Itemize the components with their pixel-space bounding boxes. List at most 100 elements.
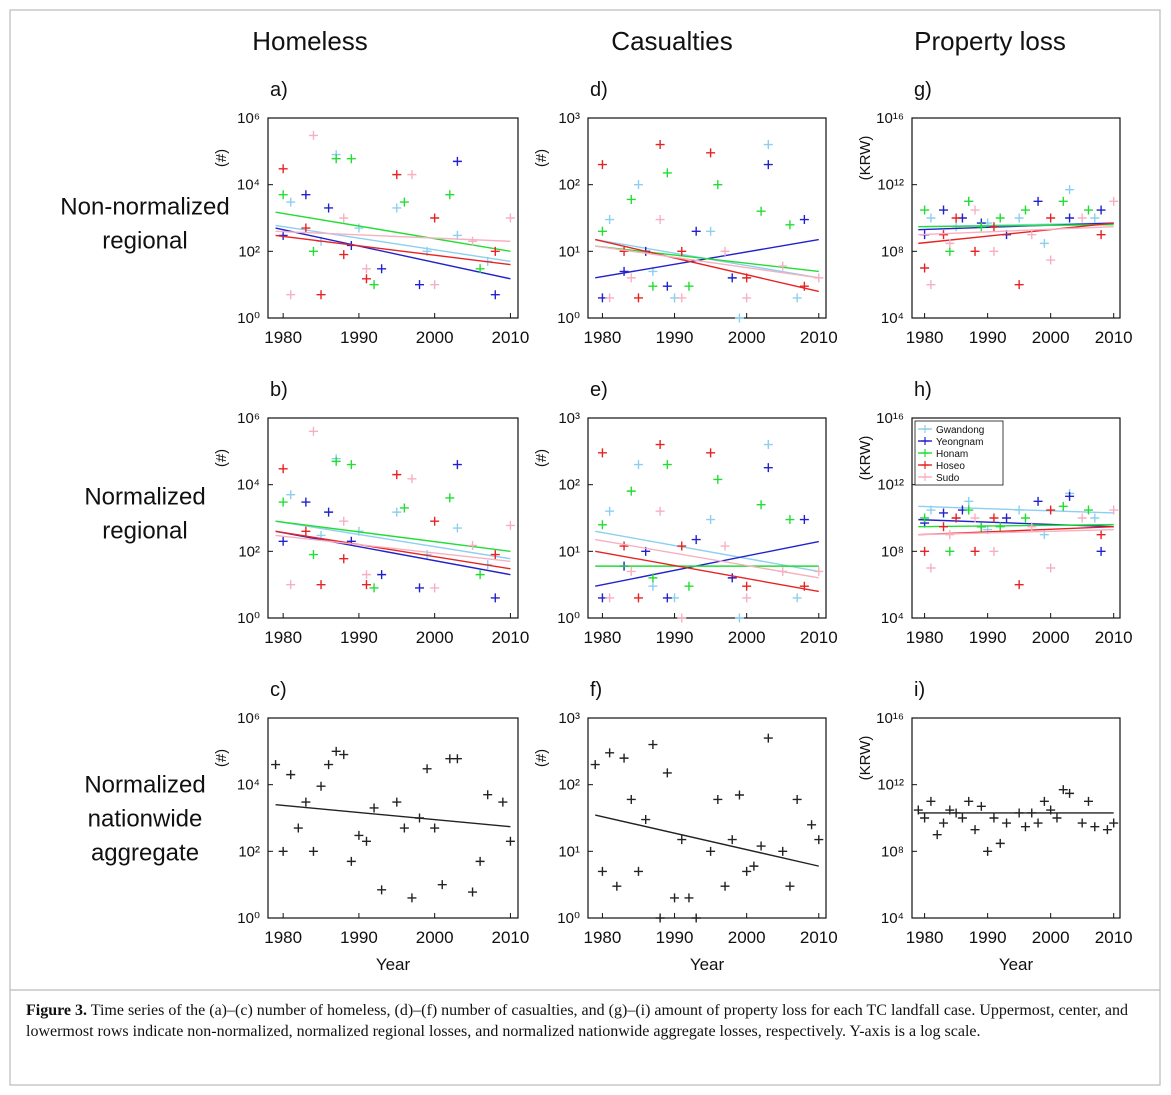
y-tick-label: 10¹² (877, 777, 904, 794)
data-point (590, 760, 600, 770)
data-point (989, 222, 999, 232)
data-point (945, 530, 955, 540)
data-point (1014, 213, 1024, 223)
data-point (505, 213, 515, 223)
trend-line (595, 245, 819, 273)
y-tick-label: 10⁴ (237, 177, 260, 194)
data-point (468, 887, 478, 897)
y-tick-label: 10⁸ (881, 843, 904, 860)
x-tick-label: 1990 (340, 328, 378, 347)
x-tick-label: 2000 (728, 928, 766, 947)
data-point (339, 516, 349, 526)
trend-line (275, 227, 511, 280)
data-point (989, 513, 999, 523)
data-point (926, 563, 936, 573)
data-point (913, 805, 923, 815)
data-point (490, 550, 500, 560)
data-point (792, 794, 802, 804)
data-point (1027, 230, 1037, 240)
data-point (655, 440, 665, 450)
data-point (626, 194, 636, 204)
x-tick-label: 1990 (340, 628, 378, 647)
data-point (727, 573, 737, 583)
data-point (939, 205, 949, 215)
x-tick-label: 1990 (340, 928, 378, 947)
legend-marker (921, 425, 929, 433)
data-point (377, 885, 387, 895)
y-axis-label: (#) (533, 749, 550, 767)
data-point (392, 170, 402, 180)
data-point (995, 213, 1005, 223)
panel-label: d) (590, 79, 608, 101)
data-point (706, 846, 716, 856)
data-point (399, 823, 409, 833)
data-point (399, 503, 409, 513)
data-point (920, 263, 930, 273)
data-point (278, 536, 288, 546)
data-point (316, 781, 326, 791)
data-point (778, 846, 788, 856)
plot-frame (911, 417, 1121, 619)
panel-label: f) (590, 679, 602, 701)
data-point (785, 220, 795, 230)
legend-label: Gwandong (936, 425, 984, 436)
data-point (339, 554, 349, 564)
trend-line (595, 538, 819, 579)
y-tick-label: 10¹ (558, 243, 580, 260)
data-point (926, 213, 936, 223)
data-point (339, 250, 349, 260)
trend-line (595, 245, 819, 279)
data-point (983, 846, 993, 856)
x-tick-label: 1990 (969, 928, 1007, 947)
data-point (706, 226, 716, 236)
caption: Figure 3. Time series of the (a)–(c) num… (26, 1000, 1146, 1042)
data-point (1046, 505, 1056, 515)
data-point (1039, 796, 1049, 806)
legend-marker (921, 449, 929, 457)
data-point (324, 507, 334, 517)
data-point (301, 223, 311, 233)
x-tick-label: 1980 (584, 628, 622, 647)
data-point (684, 281, 694, 291)
data-point (1109, 196, 1119, 206)
x-tick-label: 1980 (584, 328, 622, 347)
data-point (684, 581, 694, 591)
data-point (392, 507, 402, 517)
data-point (346, 154, 356, 164)
y-tick-label: 10⁰ (557, 610, 580, 627)
x-tick-label: 1980 (264, 928, 302, 947)
trend-line (595, 540, 819, 587)
data-point (1046, 563, 1056, 573)
y-axis-label: (#) (213, 749, 230, 767)
trend-line (275, 234, 511, 266)
data-point (430, 280, 440, 290)
data-point (308, 846, 318, 856)
data-point (677, 835, 687, 845)
row-title: nationwide (88, 805, 203, 832)
legend-label: Hoseo (936, 461, 965, 472)
x-tick-label: 2000 (728, 628, 766, 647)
data-point (633, 293, 643, 303)
data-point (742, 293, 752, 303)
data-point (286, 197, 296, 207)
data-point (605, 506, 615, 516)
data-point (505, 836, 515, 846)
y-axis-label: (KRW) (857, 136, 874, 181)
data-point (415, 583, 425, 593)
x-tick-label: 1980 (584, 928, 622, 947)
x-axis-label: Year (999, 955, 1034, 974)
plot-frame (267, 117, 519, 319)
data-point (468, 236, 478, 246)
data-point (626, 566, 636, 576)
y-tick-label: 10¹ (558, 543, 580, 560)
data-point (1096, 205, 1106, 215)
data-point (989, 246, 999, 256)
data-point (662, 281, 672, 291)
data-point (301, 190, 311, 200)
data-point (742, 866, 752, 876)
data-point (1065, 213, 1075, 223)
data-point (369, 583, 379, 593)
data-point (662, 460, 672, 470)
y-axis-label: (#) (533, 449, 550, 467)
